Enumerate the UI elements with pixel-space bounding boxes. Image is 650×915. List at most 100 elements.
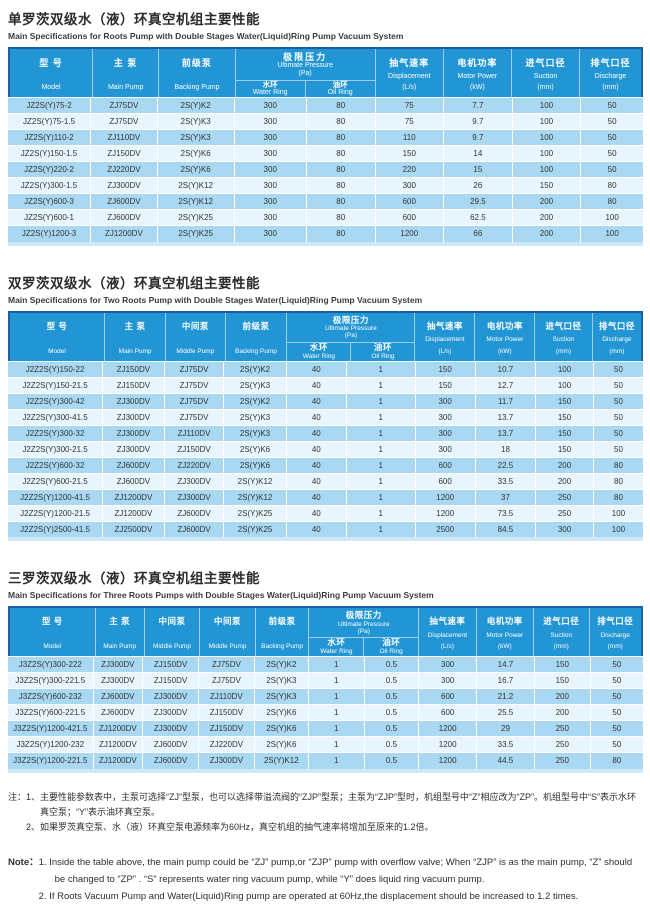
table-cell: 50 xyxy=(592,408,643,425)
table-cell: ZJ300DV xyxy=(102,424,165,441)
table-cell: 80 xyxy=(305,97,375,114)
table-cell: 300 xyxy=(233,145,307,162)
table-cell: 100 xyxy=(511,145,581,162)
table-cell: 1 xyxy=(345,488,415,505)
table-cell: 2S(Y)K2 xyxy=(156,97,235,114)
table-row: J2Z2S(Y)1200-21.5 ZJ1200DV ZJ600DV 2S(Y)K25… xyxy=(8,504,643,521)
col-header-water-ring: 水环 Water Ring xyxy=(320,637,353,656)
table-cell: 150 xyxy=(535,424,594,441)
table-cell: 50 xyxy=(589,672,643,689)
table-cell: 1 xyxy=(345,456,415,473)
table-cell: 1200 xyxy=(374,225,444,242)
table-cell: JZ2S(Y)600-3 xyxy=(8,193,91,210)
table-cell: ZJ75DV xyxy=(90,113,158,130)
table-cell: 80 xyxy=(592,456,643,473)
table-cell: 40 xyxy=(285,504,347,521)
table-cell: ZJ1200DV xyxy=(92,720,143,737)
table-cell: 80 xyxy=(592,488,643,505)
table-row: JZ2S(Y)220-2 ZJ220DV 2S(Y)K6 300 80 220 15 100 5… xyxy=(8,161,643,178)
col-header-middle-pump-1: 中间泵 Middle Pump xyxy=(143,608,200,656)
table-cell: 50 xyxy=(592,360,643,377)
table-cell: JZ2S(Y)600-1 xyxy=(8,209,91,226)
table3-header: 型 号 Model 主 泵 Main Pump 中间泵 Middle Pump … xyxy=(8,606,643,656)
table-cell: 2S(Y)K25 xyxy=(156,209,235,226)
table-cell: 80 xyxy=(305,129,375,146)
table-row: JZ2S(Y)75-2 ZJ75DV 2S(Y)K2 300 80 75 7.7 100 50 xyxy=(8,97,643,114)
table-cell: 100 xyxy=(535,360,594,377)
table-cell: 13.7 xyxy=(474,424,536,441)
table-row: J3Z2S(Y)1200-221.5 ZJ1200DV ZJ600DV ZJ300DV… xyxy=(8,752,643,769)
table-cell: 50 xyxy=(592,392,643,409)
table-cell: ZJ300DV xyxy=(92,672,143,689)
table-cell: 40 xyxy=(285,376,347,393)
table-cell: J2Z2S(Y)150-22 xyxy=(8,360,103,377)
table-cell: JZ2S(Y)300-1.5 xyxy=(8,177,91,194)
table-cell: J3Z2S(Y)1200-232 xyxy=(8,736,94,753)
table-row: J2Z2S(Y)300-32 ZJ300DV ZJ110DV 2S(Y)K3 40 1 30… xyxy=(8,424,643,441)
table-cell: 0.5 xyxy=(363,656,419,673)
table-cell: 1 xyxy=(345,392,415,409)
table-cell: 1 xyxy=(345,440,415,457)
table-cell: 50 xyxy=(589,736,643,753)
table-cell: 1 xyxy=(345,504,415,521)
table1-header: 型 号 Model 主 泵 Main Pump 前级泵 Backing Pump… xyxy=(8,47,643,98)
two-roots-table: J2Z2S(Y)150-22 ZJ150DV ZJ75DV 2S(Y)K2 40 1 150… xyxy=(8,360,643,537)
table-cell: 100 xyxy=(535,376,594,393)
table-cell: 2S(Y)K6 xyxy=(156,145,235,162)
table-cell: 50 xyxy=(592,424,643,441)
table-cell: 80 xyxy=(305,209,375,226)
table-cell: J3Z2S(Y)300-221.5 xyxy=(8,672,94,689)
table-cell: ZJ600DV xyxy=(163,520,224,537)
table-cell: 220 xyxy=(374,161,444,178)
col-header-discharge: 排气口径 Discharge (mm) xyxy=(591,312,641,361)
col-header-suction: 进气口径 Suction (mm) xyxy=(534,312,591,361)
table-cell: 2S(Y)K12 xyxy=(223,488,287,505)
table-cell: 300 xyxy=(233,161,307,178)
table-cell: 12.7 xyxy=(474,376,536,393)
table-cell: 18 xyxy=(474,440,536,457)
table-cell: 1 xyxy=(307,752,365,769)
table-cell: 2S(Y)K6 xyxy=(253,720,309,737)
table-cell: 300 xyxy=(233,129,307,146)
col-header-main-pump: 主 泵 Main Pump xyxy=(92,49,158,97)
table-cell: 2S(Y)K12 xyxy=(156,193,235,210)
table-cell: ZJ220DV xyxy=(90,161,158,178)
table-cell: 100 xyxy=(580,225,643,242)
table-cell: 13.7 xyxy=(474,408,536,425)
table-cell: 14.7 xyxy=(476,656,535,673)
col-header-water-ring: 水环 Water Ring xyxy=(252,79,288,97)
table-cell: 150 xyxy=(414,376,476,393)
table-cell: 150 xyxy=(414,360,476,377)
table-cell: ZJ300DV xyxy=(102,440,165,457)
table-cell: J3Z2S(Y)600-232 xyxy=(8,688,94,705)
col-header-discharge: 排气口径 Discharge (mm) xyxy=(579,49,641,97)
table-row: J3Z2S(Y)600-232 ZJ600DV ZJ300DV ZJ110DV 2S(Y… xyxy=(8,688,643,705)
col-header-suction: 进气口径 Suction (mm) xyxy=(533,608,589,656)
table-cell: 84.5 xyxy=(474,520,536,537)
table-cell: ZJ300DV xyxy=(163,488,224,505)
note-cn-item-2: 2、如果罗茨真空泵、水（液）环真空泵电源频率为60Hz，真空机组的抽气速率将增加… xyxy=(26,822,434,833)
col-header-motor-power: 电机功率 Motor Power (kW) xyxy=(474,312,534,361)
table-cell: 40 xyxy=(285,424,347,441)
col-header-motor-power: 电机功率 Motor Power (kW) xyxy=(442,49,511,97)
table-cell: ZJ1200DV xyxy=(92,752,143,769)
table-cell: 37 xyxy=(474,488,536,505)
col-header-backing-pump: 前级泵 Backing Pump xyxy=(254,608,309,656)
col-header-main-pump: 主 泵 Main Pump xyxy=(94,608,144,656)
table-cell: 300 xyxy=(233,113,307,130)
table-cell: 1 xyxy=(307,688,365,705)
table-row: J2Z2S(Y)600-32 ZJ600DV ZJ220DV 2S(Y)K6 40 1 60… xyxy=(8,456,643,473)
table1-title-cn: 单罗茨双级水（液）环真空机组主要性能 xyxy=(8,12,260,27)
table-cell: 600 xyxy=(374,209,444,226)
table-cell: ZJ600DV xyxy=(142,736,199,753)
table-cell: 1200 xyxy=(414,488,476,505)
notes-cn-label: 注： xyxy=(8,791,27,802)
table-cell: ZJ1200DV xyxy=(102,504,165,521)
table-cell: 600 xyxy=(414,472,476,489)
table-cell: 1 xyxy=(345,520,415,537)
table-cell: 50 xyxy=(580,129,643,146)
table-cell: 11.7 xyxy=(474,392,536,409)
table-cell: ZJ600DV xyxy=(102,456,165,473)
table-cell: 16.7 xyxy=(476,672,535,689)
table-cell: 100 xyxy=(511,129,581,146)
